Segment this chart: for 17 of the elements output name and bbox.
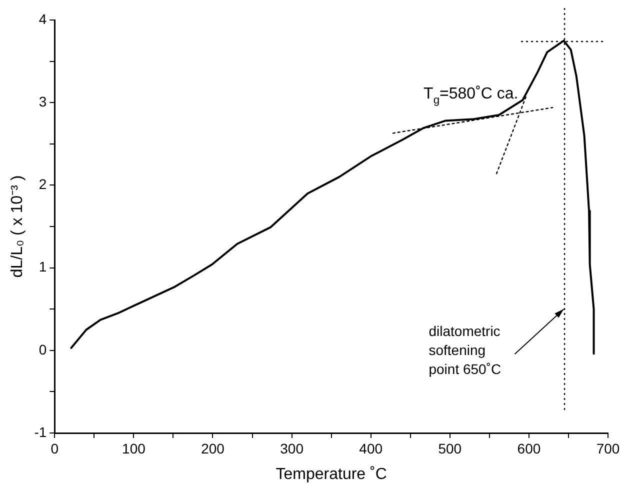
y-tick-label: 1 [38, 258, 47, 275]
x-tick-label: 100 [122, 440, 146, 456]
x-axis-title: Temperature ˚C [276, 466, 387, 483]
y-tick-label: 4 [38, 10, 47, 27]
x-tick-label: 500 [438, 440, 462, 456]
x-tick-label: 300 [280, 440, 304, 456]
x-tick-label: 0 [50, 440, 59, 456]
annotation: dilatometric softening point 650˚C [428, 323, 502, 378]
y-tick-label: 0 [38, 341, 47, 358]
x-tick-label: 600 [517, 440, 541, 456]
y-axis-title: dL/L₀ ( x 10⁻³ ) [9, 175, 26, 278]
x-tick-label: 400 [359, 440, 383, 456]
x-tick-label: 200 [201, 440, 225, 456]
y-tick-label: -1 [34, 424, 47, 440]
y-tick-label: 2 [38, 176, 47, 192]
y-tick-label: 3 [38, 93, 47, 110]
x-tick-label: 700 [596, 440, 620, 456]
